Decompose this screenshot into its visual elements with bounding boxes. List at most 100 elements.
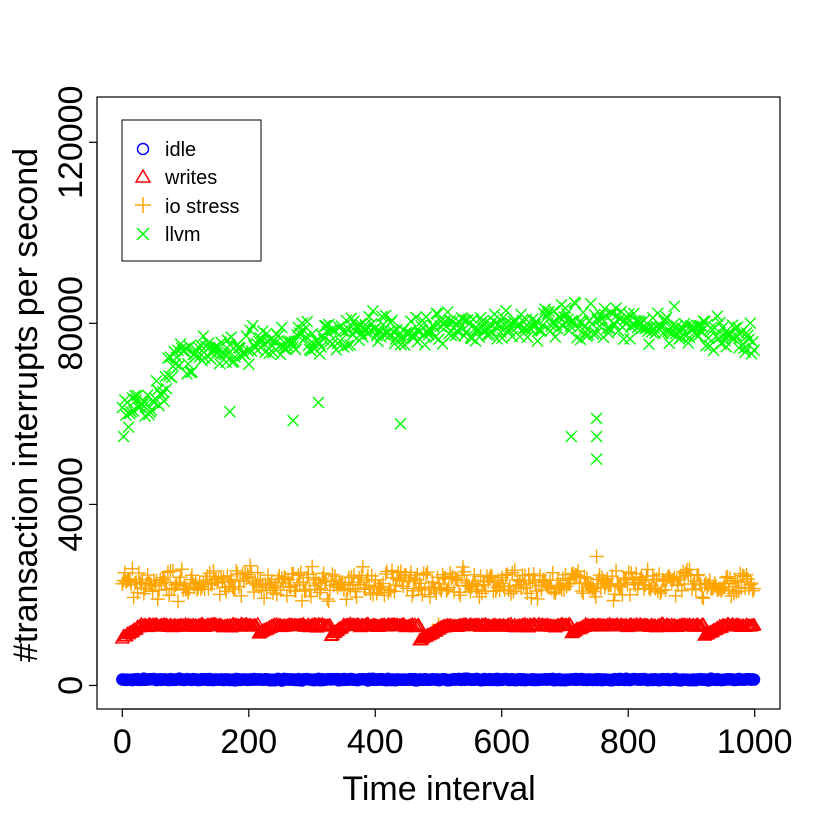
llvm-point xyxy=(441,305,454,318)
io-stress-point xyxy=(303,589,318,604)
io-stress-point xyxy=(349,590,364,605)
y-tick-label: 40000 xyxy=(52,457,90,552)
llvm-point xyxy=(185,365,198,378)
llvm-point xyxy=(531,335,544,348)
io-stress-point xyxy=(720,569,735,584)
io-stress-point xyxy=(250,565,265,580)
io-stress-point xyxy=(169,576,184,591)
llvm-point xyxy=(421,325,434,338)
io-stress-point xyxy=(420,565,435,580)
io-stress-point xyxy=(589,549,604,564)
io-stress-point xyxy=(325,567,340,582)
io-stress-point xyxy=(503,586,518,601)
data-points xyxy=(114,296,762,687)
io-stress-point xyxy=(168,578,183,593)
llvm-point xyxy=(418,338,431,351)
io-stress-point xyxy=(577,569,592,584)
io-stress-point xyxy=(744,576,759,591)
x-tick-label: 200 xyxy=(220,723,277,761)
io-stress-point xyxy=(452,585,467,600)
llvm-point xyxy=(737,342,750,355)
io-stress-point xyxy=(150,592,165,607)
llvm-point xyxy=(532,323,545,336)
io-stress-point xyxy=(171,594,186,609)
io-stress-point xyxy=(736,569,751,584)
io-stress-point xyxy=(320,591,335,606)
llvm-point xyxy=(125,405,138,418)
x-tick-label: 400 xyxy=(347,723,404,761)
io-stress-point xyxy=(516,577,531,592)
io-stress-point xyxy=(733,566,748,581)
io-stress-point xyxy=(309,572,324,587)
io-stress-point xyxy=(526,566,541,581)
io-stress-point xyxy=(530,591,545,606)
io-stress-point xyxy=(117,565,132,580)
llvm-point xyxy=(740,326,753,339)
io-stress-point xyxy=(440,582,455,597)
io-stress-point xyxy=(310,582,325,597)
io-stress-point xyxy=(314,581,329,596)
llvm-point xyxy=(461,313,474,326)
llvm-point xyxy=(366,304,379,317)
llvm-point xyxy=(651,307,664,320)
io-stress-point xyxy=(453,588,468,603)
llvm-point xyxy=(659,313,672,326)
io-stress-point xyxy=(240,567,255,582)
io-stress-point xyxy=(540,579,555,594)
io-stress-point xyxy=(411,581,426,596)
io-stress-point xyxy=(145,584,160,599)
llvm-point xyxy=(711,310,724,323)
io-stress-point xyxy=(574,584,589,599)
y-tick-label: 80000 xyxy=(52,276,90,371)
llvm-point xyxy=(699,339,712,352)
io-stress-point xyxy=(507,563,522,578)
llvm-point xyxy=(594,308,607,321)
io-stress-point xyxy=(212,587,227,602)
llvm-point xyxy=(485,326,498,339)
io-stress-point xyxy=(403,565,418,580)
y-axis: 0 40000 80000 120000 xyxy=(52,86,98,695)
llvm-point xyxy=(593,320,606,333)
llvm-point xyxy=(741,329,754,342)
io-stress-point xyxy=(227,582,242,597)
idle-point xyxy=(747,673,761,686)
llvm-point xyxy=(691,319,704,332)
llvm-point xyxy=(668,300,681,313)
io-stress-point xyxy=(457,564,472,579)
io-stress-point xyxy=(728,573,743,588)
llvm-point xyxy=(590,412,603,425)
io-stress-point xyxy=(277,570,292,585)
io-stress-point xyxy=(220,568,235,583)
io-stress-point xyxy=(696,591,711,606)
io-stress-point xyxy=(609,563,624,578)
io-stress-point xyxy=(592,568,607,583)
io-stress-point xyxy=(184,568,199,583)
io-stress-point xyxy=(295,593,310,608)
io-stress-point xyxy=(606,593,621,608)
io-stress-point xyxy=(583,578,598,593)
io-stress-point xyxy=(378,567,393,582)
io-stress-point xyxy=(448,571,463,586)
llvm-point xyxy=(554,311,567,324)
writes-point xyxy=(695,617,712,631)
llvm-point xyxy=(660,311,673,324)
io-stress-point xyxy=(312,585,327,600)
io-stress-point xyxy=(174,562,189,577)
llvm-point xyxy=(318,319,331,332)
llvm-point xyxy=(378,328,391,341)
io-stress-point xyxy=(290,578,305,593)
llvm-point xyxy=(158,395,171,408)
io-stress-point xyxy=(690,568,705,583)
io-stress-point xyxy=(339,592,354,607)
io-stress-point xyxy=(419,567,434,582)
llvm-point xyxy=(179,342,192,355)
io-stress-point xyxy=(621,565,636,580)
io-stress-point xyxy=(488,584,503,599)
io-stress-point xyxy=(243,558,258,573)
llvm-point xyxy=(283,334,296,347)
io-stress-point xyxy=(579,571,594,586)
writes-point xyxy=(746,617,762,631)
io-stress-point xyxy=(588,589,603,604)
llvm-point xyxy=(499,304,512,317)
llvm-point xyxy=(254,331,267,344)
